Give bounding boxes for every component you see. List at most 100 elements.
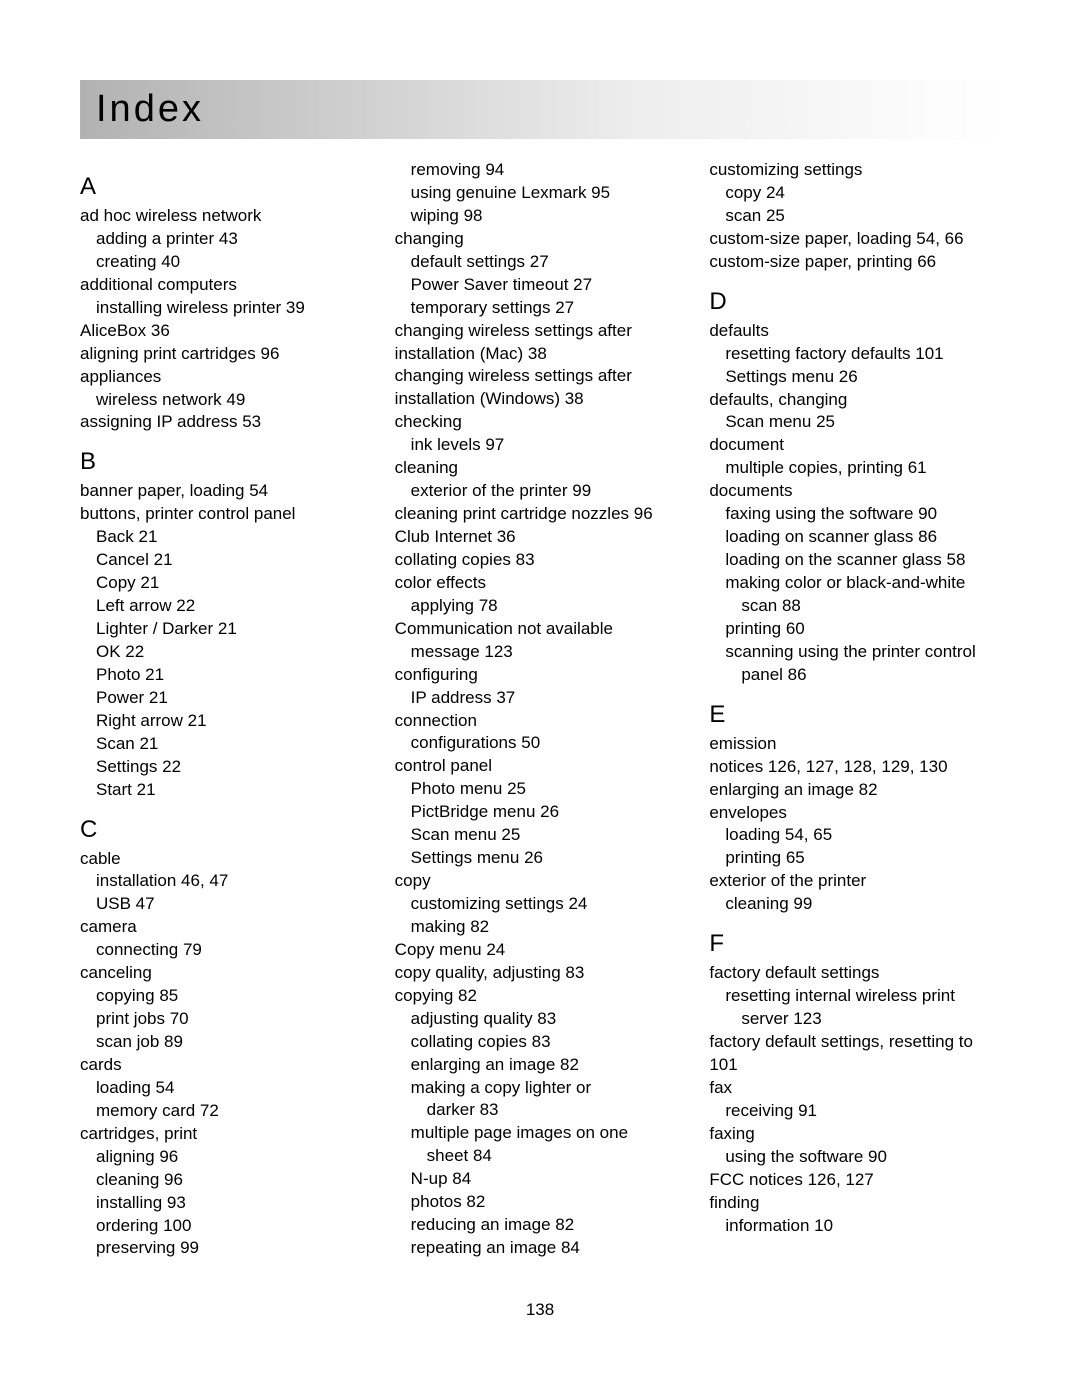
index-entry: Cancel 21 — [80, 549, 371, 572]
index-entry: using the software 90 — [709, 1146, 1000, 1169]
index-entry: cleaning — [395, 457, 686, 480]
index-entry: PictBridge menu 26 — [395, 801, 686, 824]
index-entry: Back 21 — [80, 526, 371, 549]
index-entry: finding — [709, 1192, 1000, 1215]
index-entry: message 123 — [395, 641, 686, 664]
index-entry: Photo 21 — [80, 664, 371, 687]
index-entry: darker 83 — [395, 1099, 686, 1122]
index-entry: reducing an image 82 — [395, 1214, 686, 1237]
index-entry: faxing using the software 90 — [709, 503, 1000, 526]
index-entry: configuring — [395, 664, 686, 687]
index-entry: control panel — [395, 755, 686, 778]
index-entry: color effects — [395, 572, 686, 595]
index-entry: enlarging an image 82 — [709, 779, 1000, 802]
index-entry: photos 82 — [395, 1191, 686, 1214]
index-entry: loading on scanner glass 86 — [709, 526, 1000, 549]
index-entry: sheet 84 — [395, 1145, 686, 1168]
index-entry: camera — [80, 916, 371, 939]
index-entry: documents — [709, 480, 1000, 503]
index-entry: scan 25 — [709, 205, 1000, 228]
index-entry: removing 94 — [395, 159, 686, 182]
index-column-2: removing 94using genuine Lexmark 95wipin… — [395, 159, 686, 1260]
index-entry: installation 46, 47 — [80, 870, 371, 893]
index-entry: resetting internal wireless print — [709, 985, 1000, 1008]
index-entry: loading 54, 65 — [709, 824, 1000, 847]
index-entry: wireless network 49 — [80, 389, 371, 412]
index-entry: emission — [709, 733, 1000, 756]
index-entry: Power 21 — [80, 687, 371, 710]
index-entry: ink levels 97 — [395, 434, 686, 457]
index-entry: information 10 — [709, 1215, 1000, 1238]
index-entry: scanning using the printer control — [709, 641, 1000, 664]
index-entry: custom-size paper, loading 54, 66 — [709, 228, 1000, 251]
index-entry: Settings 22 — [80, 756, 371, 779]
index-entry: installing 93 — [80, 1192, 371, 1215]
index-entry: temporary settings 27 — [395, 297, 686, 320]
index-entry: loading 54 — [80, 1077, 371, 1100]
index-entry: additional computers — [80, 274, 371, 297]
index-entry: FCC notices 126, 127 — [709, 1169, 1000, 1192]
index-entry: wiping 98 — [395, 205, 686, 228]
index-entry: Right arrow 21 — [80, 710, 371, 733]
index-entry: cleaning print cartridge nozzles 96 — [395, 503, 686, 526]
index-entry: Lighter / Darker 21 — [80, 618, 371, 641]
index-entry: preserving 99 — [80, 1237, 371, 1260]
index-entry: making a copy lighter or — [395, 1077, 686, 1100]
section-letter: E — [709, 701, 1000, 729]
index-entry: enlarging an image 82 — [395, 1054, 686, 1077]
index-entry: resetting factory defaults 101 — [709, 343, 1000, 366]
index-entry: printing 60 — [709, 618, 1000, 641]
index-entry: scan 88 — [709, 595, 1000, 618]
index-entry: Photo menu 25 — [395, 778, 686, 801]
index-entry: adding a printer 43 — [80, 228, 371, 251]
title-bar: Index — [80, 80, 1000, 139]
index-entry: aligning 96 — [80, 1146, 371, 1169]
index-entry: checking — [395, 411, 686, 434]
index-entry: customizing settings — [709, 159, 1000, 182]
index-column-1: Aad hoc wireless networkadding a printer… — [80, 159, 371, 1260]
page-title: Index — [96, 88, 984, 131]
index-entry: cleaning 96 — [80, 1169, 371, 1192]
index-entry: connecting 79 — [80, 939, 371, 962]
index-entry: panel 86 — [709, 664, 1000, 687]
index-entry: receiving 91 — [709, 1100, 1000, 1123]
index-entry: multiple copies, printing 61 — [709, 457, 1000, 480]
index-entry: fax — [709, 1077, 1000, 1100]
index-entry: appliances — [80, 366, 371, 389]
index-entry: installing wireless printer 39 — [80, 297, 371, 320]
index-entry: banner paper, loading 54 — [80, 480, 371, 503]
index-entry: Scan 21 — [80, 733, 371, 756]
index-entry: copy quality, adjusting 83 — [395, 962, 686, 985]
index-entry: IP address 37 — [395, 687, 686, 710]
index-entry: collating copies 83 — [395, 549, 686, 572]
index-columns: Aad hoc wireless networkadding a printer… — [80, 159, 1000, 1260]
index-entry: memory card 72 — [80, 1100, 371, 1123]
index-entry: factory default settings — [709, 962, 1000, 985]
index-entry: changing — [395, 228, 686, 251]
index-entry: Scan menu 25 — [395, 824, 686, 847]
index-entry: print jobs 70 — [80, 1008, 371, 1031]
index-entry: connection — [395, 710, 686, 733]
section-letter: D — [709, 288, 1000, 316]
index-entry: Communication not available — [395, 618, 686, 641]
index-entry: copy — [395, 870, 686, 893]
index-entry: Scan menu 25 — [709, 411, 1000, 434]
index-entry: changing wireless settings after install… — [395, 365, 686, 411]
index-entry: exterior of the printer — [709, 870, 1000, 893]
index-entry: creating 40 — [80, 251, 371, 274]
index-column-3: customizing settingscopy 24scan 25custom… — [709, 159, 1000, 1260]
page-number: 138 — [80, 1300, 1000, 1320]
index-entry: assigning IP address 53 — [80, 411, 371, 434]
index-entry: applying 78 — [395, 595, 686, 618]
index-entry: copying 85 — [80, 985, 371, 1008]
index-entry: factory default settings, resetting to 1… — [709, 1031, 1000, 1077]
index-entry: cards — [80, 1054, 371, 1077]
section-letter: C — [80, 816, 371, 844]
index-entry: custom-size paper, printing 66 — [709, 251, 1000, 274]
index-entry: configurations 50 — [395, 732, 686, 755]
index-entry: Left arrow 22 — [80, 595, 371, 618]
index-entry: Start 21 — [80, 779, 371, 802]
index-entry: using genuine Lexmark 95 — [395, 182, 686, 205]
index-entry: exterior of the printer 99 — [395, 480, 686, 503]
index-entry: adjusting quality 83 — [395, 1008, 686, 1031]
